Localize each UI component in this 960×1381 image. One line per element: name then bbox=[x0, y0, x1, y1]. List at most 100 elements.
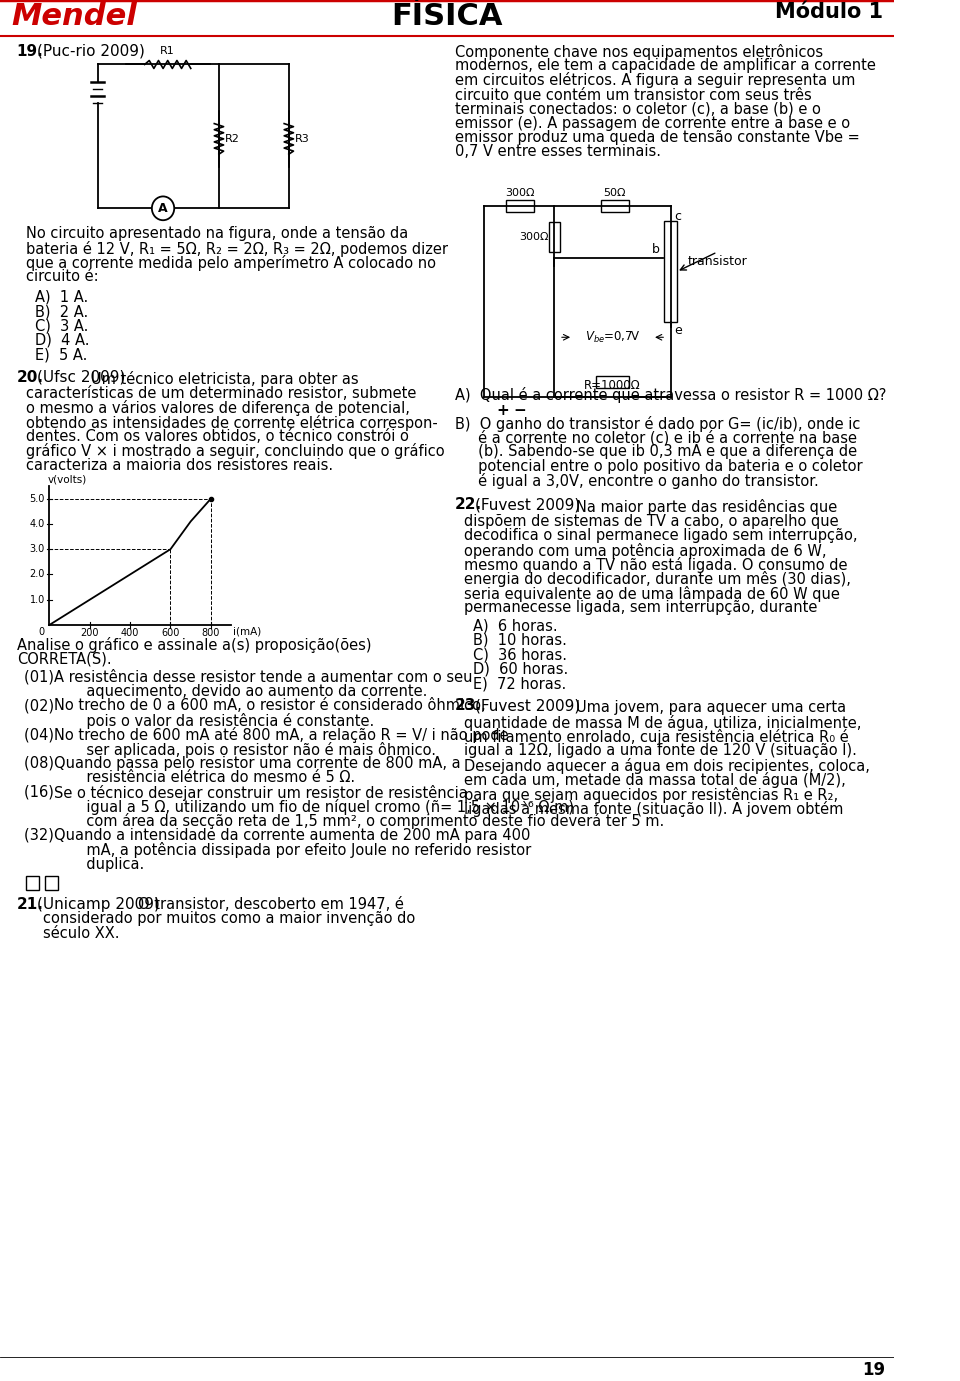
Text: R3: R3 bbox=[295, 134, 309, 144]
Text: pois o valor da resistência é constante.: pois o valor da resistência é constante. bbox=[54, 713, 374, 729]
Text: século XX.: século XX. bbox=[43, 925, 119, 940]
Text: energia do decodificador, durante um mês (30 dias),: energia do decodificador, durante um mês… bbox=[464, 572, 851, 587]
Text: (Ufsc 2009): (Ufsc 2009) bbox=[37, 370, 126, 384]
Text: R1: R1 bbox=[160, 46, 175, 55]
Text: R2: R2 bbox=[225, 134, 239, 144]
Text: e: e bbox=[675, 325, 683, 337]
Text: circuito é:: circuito é: bbox=[26, 269, 99, 284]
Text: 4.0: 4.0 bbox=[30, 519, 45, 529]
Text: (02): (02) bbox=[24, 699, 59, 714]
Text: (04): (04) bbox=[24, 728, 59, 742]
Text: 600: 600 bbox=[161, 628, 180, 638]
Text: dentes. Com os valores obtidos, o técnico constrói o: dentes. Com os valores obtidos, o técnic… bbox=[26, 429, 409, 445]
Text: Quando a intensidade da corrente aumenta de 200 mA para 400: Quando a intensidade da corrente aumenta… bbox=[54, 827, 531, 842]
Text: Componente chave nos equipamentos eletrônicos: Componente chave nos equipamentos eletrô… bbox=[455, 44, 823, 59]
Text: características de um determinado resistor, submete: características de um determinado resist… bbox=[26, 385, 417, 400]
Text: (Fuvest 2009): (Fuvest 2009) bbox=[475, 497, 581, 512]
Text: No circuito apresentado na figura, onde a tensão da: No circuito apresentado na figura, onde … bbox=[26, 226, 408, 242]
Text: E)  5 A.: E) 5 A. bbox=[36, 347, 87, 362]
Text: c: c bbox=[675, 210, 682, 224]
Text: Na maior parte das residências que: Na maior parte das residências que bbox=[576, 500, 837, 515]
Text: mesmo quando a TV não está ligada. O consumo de: mesmo quando a TV não está ligada. O con… bbox=[464, 557, 848, 573]
Text: 23.: 23. bbox=[455, 699, 482, 714]
Bar bbox=[601, 200, 629, 213]
Text: 0,7 V entre esses terminais.: 0,7 V entre esses terminais. bbox=[455, 145, 660, 159]
Text: 19: 19 bbox=[862, 1362, 885, 1380]
Text: $V_{be}$=0,7V: $V_{be}$=0,7V bbox=[585, 330, 640, 345]
Text: 19.: 19. bbox=[16, 44, 43, 58]
Text: transistor: transistor bbox=[687, 255, 747, 268]
Text: potencial entre o polo positivo da bateria e o coletor: potencial entre o polo positivo da bater… bbox=[455, 458, 862, 474]
Bar bbox=[45, 876, 58, 889]
Text: 50Ω: 50Ω bbox=[604, 188, 626, 199]
Text: C)  36 horas.: C) 36 horas. bbox=[473, 648, 567, 663]
Text: b: b bbox=[652, 243, 660, 255]
Text: 20.: 20. bbox=[16, 370, 44, 384]
Text: permanecesse ligada, sem interrupção, durante: permanecesse ligada, sem interrupção, du… bbox=[464, 601, 817, 615]
Text: ser aplicada, pois o resistor não é mais ôhmico.: ser aplicada, pois o resistor não é mais… bbox=[54, 742, 436, 758]
Bar bbox=[549, 222, 560, 251]
Text: dispõem de sistemas de TV a cabo, o aparelho que: dispõem de sistemas de TV a cabo, o apar… bbox=[464, 514, 839, 529]
Text: mA, a potência dissipada por efeito Joule no referido resistor: mA, a potência dissipada por efeito Joul… bbox=[54, 842, 531, 858]
Text: B)  O ganho do transistor é dado por G= (ic/ib), onde ic: B) O ganho do transistor é dado por G= (… bbox=[455, 416, 860, 432]
Text: ligadas à mesma fonte (situação II). A jovem obtém: ligadas à mesma fonte (situação II). A j… bbox=[464, 801, 843, 818]
Text: Quando passa pelo resistor uma corrente de 800 mA, a: Quando passa pelo resistor uma corrente … bbox=[54, 755, 461, 771]
Text: 200: 200 bbox=[81, 628, 99, 638]
Text: A: A bbox=[158, 202, 168, 215]
Text: (Unicamp 2009): (Unicamp 2009) bbox=[37, 896, 160, 911]
Text: que a corrente medida pelo amperímetro A colocado no: que a corrente medida pelo amperímetro A… bbox=[26, 255, 436, 271]
Text: v(volts): v(volts) bbox=[47, 474, 86, 485]
Text: A)  1 A.: A) 1 A. bbox=[36, 290, 88, 305]
Text: operando com uma potência aproximada de 6 W,: operando com uma potência aproximada de … bbox=[464, 543, 827, 559]
Text: Mendel: Mendel bbox=[12, 1, 137, 30]
Text: 22.: 22. bbox=[455, 497, 482, 512]
Bar bbox=[506, 200, 534, 213]
Text: 300Ω: 300Ω bbox=[505, 188, 535, 199]
Text: (01): (01) bbox=[24, 670, 59, 685]
Text: (32): (32) bbox=[24, 827, 59, 842]
Text: FÍSICA: FÍSICA bbox=[392, 1, 503, 30]
Text: bateria é 12 V, R₁ = 5Ω, R₂ = 2Ω, R₃ = 2Ω, podemos dizer: bateria é 12 V, R₁ = 5Ω, R₂ = 2Ω, R₃ = 2… bbox=[26, 240, 448, 257]
Text: resistência elétrica do mesmo é 5 Ω.: resistência elétrica do mesmo é 5 Ω. bbox=[54, 771, 355, 786]
Text: O transistor, descoberto em 1947, é: O transistor, descoberto em 1947, é bbox=[138, 896, 404, 911]
Text: decodifica o sinal permanece ligado sem interrupção,: decodifica o sinal permanece ligado sem … bbox=[464, 528, 857, 543]
Text: emissor (e). A passagem de corrente entre a base e o: emissor (e). A passagem de corrente entr… bbox=[455, 116, 850, 131]
Text: terminais conectados: o coletor (c), a base (b) e o: terminais conectados: o coletor (c), a b… bbox=[455, 101, 821, 116]
Text: Um técnico eletricista, para obter as: Um técnico eletricista, para obter as bbox=[91, 371, 359, 388]
Bar bbox=[26, 876, 39, 889]
Text: obtendo as intensidades de corrente elétrica correspon-: obtendo as intensidades de corrente elét… bbox=[26, 414, 438, 431]
Text: CORRETA(S).: CORRETA(S). bbox=[16, 652, 111, 666]
Text: é igual a 3,0V, encontre o ganho do transistor.: é igual a 3,0V, encontre o ganho do tran… bbox=[455, 474, 819, 489]
Text: 3.0: 3.0 bbox=[30, 544, 45, 554]
Text: Analise o gráfico e assinale a(s) proposição(ões): Analise o gráfico e assinale a(s) propos… bbox=[16, 637, 372, 653]
Text: C)  3 A.: C) 3 A. bbox=[36, 319, 88, 333]
Text: 800: 800 bbox=[202, 628, 220, 638]
Text: 2.0: 2.0 bbox=[30, 569, 45, 580]
Text: para que sejam aquecidos por resistências R₁ e R₂,: para que sejam aquecidos por resistência… bbox=[464, 787, 838, 802]
Text: com área da secção reta de 1,5 mm², o comprimento deste fio deverá ter 5 m.: com área da secção reta de 1,5 mm², o co… bbox=[54, 813, 664, 830]
Text: (16): (16) bbox=[24, 784, 59, 800]
Bar bbox=[596, 376, 629, 388]
Text: (b). Sabendo-se que ib 0,3 mA e que a diferença de: (b). Sabendo-se que ib 0,3 mA e que a di… bbox=[455, 445, 856, 460]
Text: 400: 400 bbox=[121, 628, 139, 638]
Bar bbox=[664, 221, 678, 322]
Text: R=1000Ω: R=1000Ω bbox=[585, 378, 641, 392]
Text: A)  6 horas.: A) 6 horas. bbox=[473, 619, 558, 634]
Text: emissor produz uma queda de tensão constante Vbe =: emissor produz uma queda de tensão const… bbox=[455, 130, 859, 145]
Text: igual a 12Ω, ligado a uma fonte de 120 V (situação I).: igual a 12Ω, ligado a uma fonte de 120 V… bbox=[464, 743, 857, 758]
Text: Se o técnico desejar construir um resistor de resistência: Se o técnico desejar construir um resist… bbox=[54, 784, 468, 801]
Text: No trecho de 600 mA até 800 mA, a relação R = V/ i não pode: No trecho de 600 mA até 800 mA, a relaçã… bbox=[54, 728, 509, 743]
Text: 0: 0 bbox=[38, 627, 45, 637]
Text: circuito que contém um transistor com seus três: circuito que contém um transistor com se… bbox=[455, 87, 811, 102]
Text: A resistência desse resistor tende a aumentar com o seu: A resistência desse resistor tende a aum… bbox=[54, 670, 472, 685]
Text: (Fuvest 2009): (Fuvest 2009) bbox=[475, 699, 581, 714]
Text: −: − bbox=[514, 403, 526, 418]
Text: caracteriza a maioria dos resistores reais.: caracteriza a maioria dos resistores rea… bbox=[26, 457, 333, 472]
Text: um filamento enrolado, cuja resistência elétrica R₀ é: um filamento enrolado, cuja resistência … bbox=[464, 729, 849, 746]
Text: E)  72 horas.: E) 72 horas. bbox=[473, 677, 566, 690]
Text: considerado por muitos como a maior invenção do: considerado por muitos como a maior inve… bbox=[43, 911, 415, 927]
Text: 1.0: 1.0 bbox=[30, 595, 45, 605]
Text: (Puc-rio 2009): (Puc-rio 2009) bbox=[37, 44, 145, 58]
Text: D)  60 horas.: D) 60 horas. bbox=[473, 661, 568, 677]
Text: aquecimento, devido ao aumento da corrente.: aquecimento, devido ao aumento da corren… bbox=[54, 684, 427, 699]
